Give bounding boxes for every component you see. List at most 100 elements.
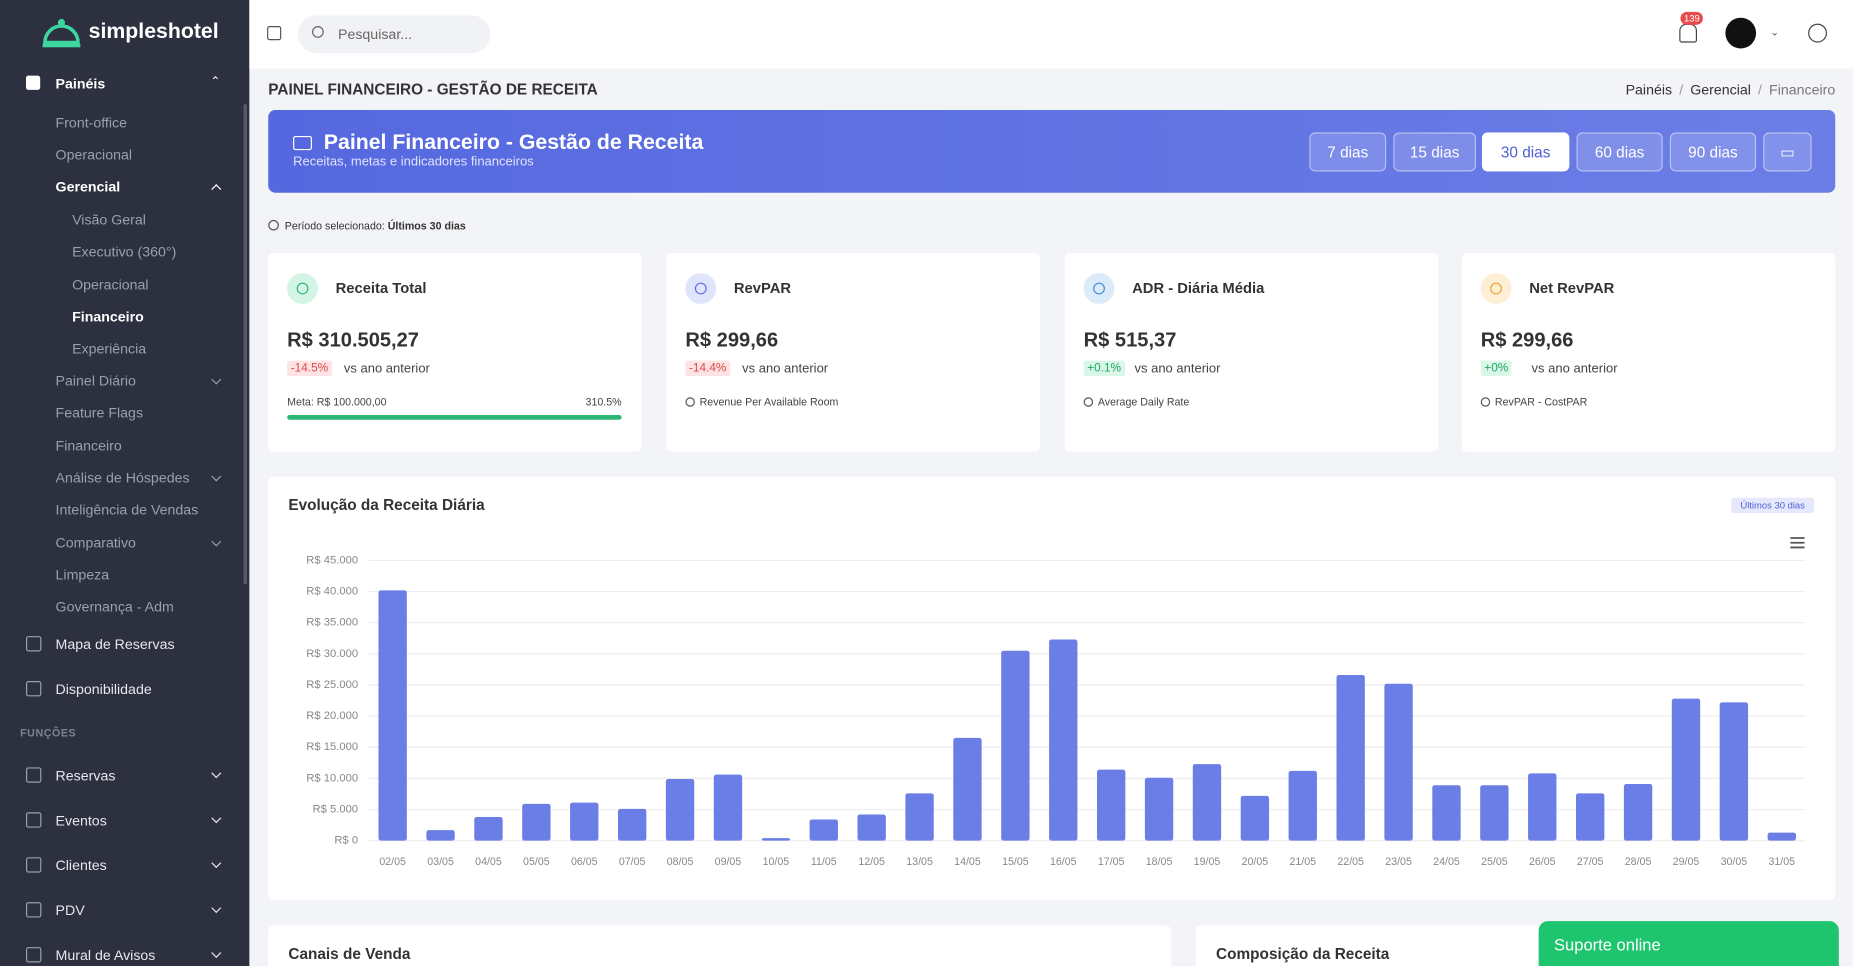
menu-item[interactable]: Reservas	[55, 767, 116, 784]
y-tick-label: R$ 15.000	[306, 741, 358, 753]
breadcrumb-item: Financeiro	[1769, 81, 1836, 99]
x-tick-label: 28/05	[1625, 856, 1652, 868]
x-tick-label: 18/05	[1146, 856, 1173, 868]
bar	[1288, 770, 1317, 841]
kpi-title: Net RevPAR	[1529, 280, 1615, 297]
support-button[interactable]: Suporte online	[1538, 921, 1839, 966]
period-label: Período selecionado:	[284, 219, 385, 232]
breadcrumb-sep: /	[1758, 81, 1762, 99]
menu-item[interactable]: Disponibilidade	[55, 681, 152, 698]
menu-item[interactable]: Eventos	[55, 812, 107, 829]
period-button[interactable]: 60 dias	[1576, 132, 1663, 172]
search-box[interactable]: Pesquisar...	[297, 15, 491, 54]
menu-item[interactable]: Gerencial	[55, 178, 121, 196]
x-tick-label: 09/05	[715, 856, 742, 868]
breadcrumb-item[interactable]: Painéis	[1625, 81, 1673, 99]
bar	[378, 590, 407, 841]
menu-item[interactable]: Front-office	[55, 114, 128, 132]
x-tick-label: 21/05	[1289, 856, 1316, 868]
menu-item[interactable]: Mural de Avisos	[55, 947, 156, 964]
kpi-card: ADR - Diária Média R$ 515,37 +0.1% vs ano a…	[1064, 253, 1439, 452]
kpi-change: -14.5%	[287, 360, 332, 376]
avatar[interactable]	[1725, 17, 1757, 49]
x-tick-label: 29/05	[1673, 856, 1700, 868]
bar	[570, 802, 599, 841]
y-tick-label: R$ 5.000	[313, 803, 359, 815]
menu-item[interactable]: Feature Flags	[55, 404, 144, 422]
logo-icon	[42, 18, 81, 48]
y-tick-label: R$ 30.000	[306, 648, 358, 660]
bell-icon[interactable]	[1679, 23, 1698, 43]
menu-item[interactable]: PDV	[55, 902, 85, 919]
menu-item[interactable]: Comparativo	[55, 533, 136, 551]
menu-item[interactable]: Clientes	[55, 857, 107, 874]
kpi-card: Receita Total R$ 310.505,27 -14.5% vs ano a…	[268, 253, 642, 452]
menu-item[interactable]: Painel Diário	[55, 372, 136, 389]
bar	[713, 774, 743, 841]
bar	[1480, 785, 1509, 841]
calendar-button[interactable]: ▭	[1763, 132, 1812, 172]
menu-item[interactable]: Mapa de Reservas	[55, 636, 175, 653]
banner-title: Painel Financeiro - Gestão de Receita	[323, 130, 704, 154]
chevron	[211, 374, 222, 385]
x-tick-label: 04/05	[475, 856, 502, 868]
kpi-comparison: vs ano anterior	[742, 361, 829, 376]
x-tick-label: 27/05	[1577, 856, 1604, 868]
menu-item[interactable]: Limpeza	[55, 566, 110, 583]
bar	[1144, 777, 1174, 841]
menu-item[interactable]: Operacional	[72, 276, 149, 293]
page-title: PAINEL FINANCEIRO - GESTÃO DE RECEITA	[268, 80, 598, 99]
kpi-card: RevPAR R$ 299,66 -14.4% vs ano anterior Reve…	[666, 253, 1040, 452]
chevron	[211, 184, 222, 195]
period-value: Últimos 30 dias	[387, 219, 466, 232]
kpi-change: +0.1%	[1083, 360, 1125, 376]
section-label: FUNÇÕES	[20, 727, 77, 739]
kpi-card: Net RevPAR R$ 299,66 +0% vs ano anterior Rev…	[1461, 253, 1836, 452]
period-button[interactable]: 30 dias	[1481, 132, 1570, 172]
kpi-icon	[1480, 273, 1512, 304]
menu-item[interactable]: Governança - Adm	[55, 598, 174, 615]
period-line: Período selecionado: Últimos 30 dias	[285, 220, 466, 232]
bar	[426, 830, 455, 841]
menu-item[interactable]: Inteligência de Vendas	[55, 501, 199, 519]
chart-menu[interactable]	[1790, 537, 1805, 549]
bar	[474, 817, 503, 841]
y-tick-label: R$ 10.000	[306, 772, 358, 784]
sales-channels-card: Canais de Venda	[268, 925, 1172, 966]
period-button[interactable]: 15 dias	[1393, 132, 1477, 172]
chevron: ⌃	[210, 75, 221, 89]
bar	[1671, 698, 1701, 841]
menu-item[interactable]: Experiência	[72, 340, 147, 358]
sidebar-toggle[interactable]	[267, 26, 282, 41]
chart-title: Evolução da Receita Diária	[288, 497, 485, 514]
kpi-value: R$ 515,37	[1083, 328, 1177, 352]
y-tick-label: R$ 20.000	[306, 710, 358, 722]
kpi-comparison: vs ano anterior	[343, 361, 430, 376]
period-button[interactable]: 90 dias	[1669, 132, 1757, 172]
x-tick-label: 05/05	[523, 856, 550, 868]
bar	[1528, 773, 1557, 841]
x-tick-label: 20/05	[1242, 856, 1269, 868]
menu-item[interactable]: Painéis	[55, 75, 106, 93]
search-icon	[311, 26, 324, 38]
menu-item[interactable]: Operacional	[55, 146, 133, 164]
menu-item[interactable]: Financeiro	[55, 436, 122, 454]
kpi-meta-pct: 310.5%	[585, 396, 622, 408]
x-tick-label: 26/05	[1529, 856, 1556, 868]
menu-item[interactable]: Executivo (360°)	[72, 243, 177, 261]
chevron	[211, 858, 222, 869]
x-tick-label: 02/05	[379, 856, 406, 868]
bar	[1336, 675, 1365, 841]
theme-icon[interactable]	[1808, 23, 1828, 43]
x-tick-label: 22/05	[1337, 856, 1364, 868]
menu-item[interactable]: Análise de Hóspedes	[55, 469, 190, 486]
support-label: Suporte online	[1554, 935, 1661, 955]
period-button[interactable]: 7 dias	[1309, 132, 1387, 172]
bar	[857, 814, 886, 841]
menu-item[interactable]: Financeiro	[72, 308, 144, 326]
menu-item[interactable]: Visão Geral	[72, 211, 146, 229]
kpi-note: Average Daily Rate	[1097, 396, 1190, 408]
menu-icon	[25, 947, 42, 963]
breadcrumb-item[interactable]: Gerencial	[1690, 81, 1751, 99]
